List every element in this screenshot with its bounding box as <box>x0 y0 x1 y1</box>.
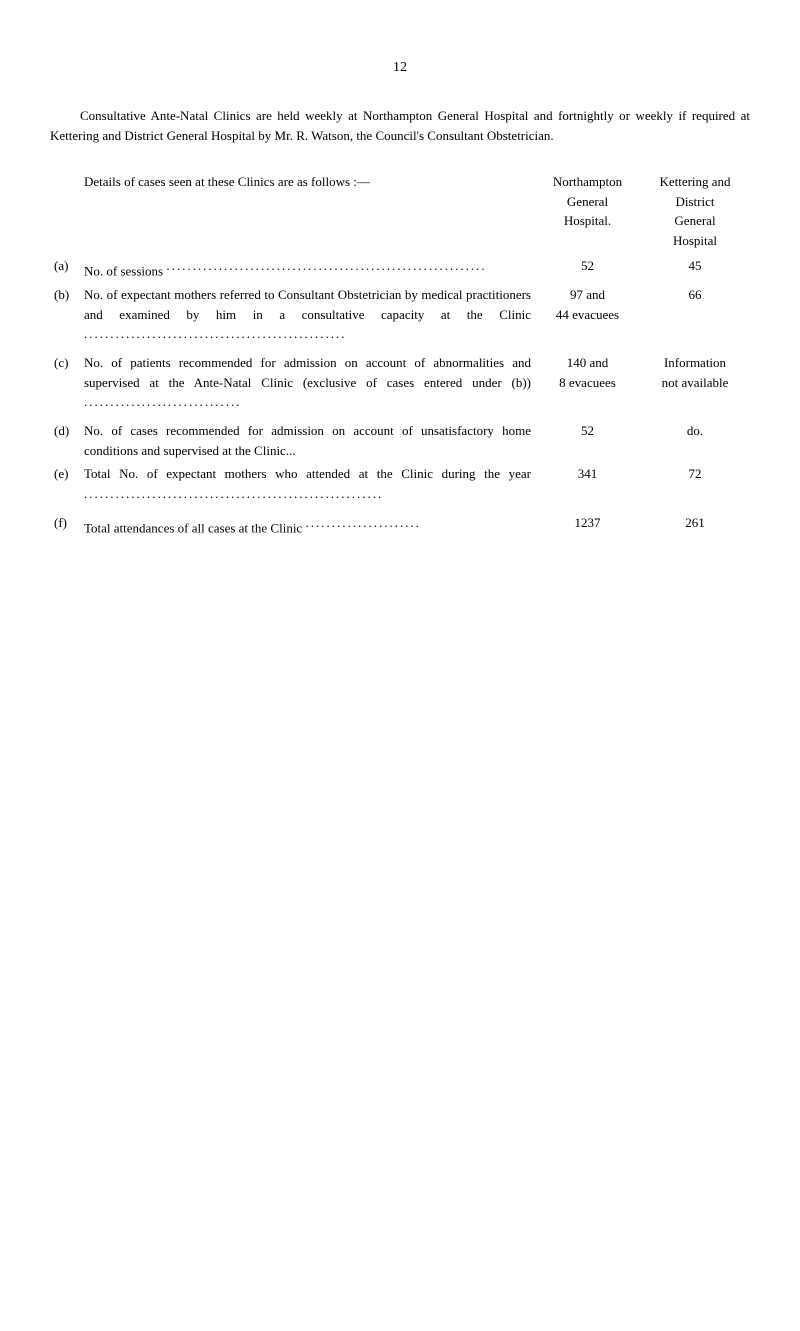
table-row: (b) No. of expectant mothers referred to… <box>50 283 750 351</box>
row-n: 97 and 44 evacuees <box>535 283 640 351</box>
table-row: (f) Total attendances of all cases at th… <box>50 511 750 540</box>
row-k: 261 <box>640 511 750 540</box>
intro-paragraph: Consultative Ante-Natal Clinics are held… <box>50 106 750 145</box>
header-col2-line1: Kettering and <box>659 174 730 189</box>
row-desc: No. of cases recommended for admission o… <box>80 419 535 462</box>
header-col1-line1: Northampton <box>553 174 622 189</box>
row-label: (f) <box>50 511 80 540</box>
row-label: (e) <box>50 462 80 511</box>
row-desc: No. of patients recommended for admissio… <box>80 351 535 419</box>
page-number: 12 <box>50 60 750 76</box>
details-table: Details of cases seen at these Clinics a… <box>50 170 750 540</box>
header-col2-line4: Hospital <box>673 233 717 248</box>
header-col2-line2: District <box>676 194 715 209</box>
table-row: (d) No. of cases recommended for admissi… <box>50 419 750 462</box>
row-desc: No. of expectant mothers referred to Con… <box>80 283 535 351</box>
table-row: (c) No. of patients recommended for admi… <box>50 351 750 419</box>
row-k: 72 <box>640 462 750 511</box>
header-col2-line3: General <box>674 213 715 228</box>
header-col1-line3: Hospital. <box>564 213 611 228</box>
row-k: 66 <box>640 283 750 351</box>
row-label: (c) <box>50 351 80 419</box>
row-dots: ........................................… <box>84 324 347 344</box>
row-n: 52 <box>535 254 640 283</box>
row-desc: Total attendances of all cases at the Cl… <box>80 511 535 540</box>
header-left: Details of cases seen at these Clinics a… <box>84 174 370 189</box>
row-dots: ...................... <box>305 513 421 533</box>
row-desc: Total No. of expectant mothers who atten… <box>80 462 535 511</box>
row-dots: .............................. <box>84 392 242 412</box>
row-k: Information not available <box>640 351 750 419</box>
row-k: do. <box>640 419 750 462</box>
row-label: (b) <box>50 283 80 351</box>
row-label: (a) <box>50 254 80 283</box>
table-row: (a) No. of sessions ....................… <box>50 254 750 283</box>
header-col1-line2: General <box>567 194 608 209</box>
row-n: 52 <box>535 419 640 462</box>
row-k: 45 <box>640 254 750 283</box>
row-n: 140 and 8 evacuees <box>535 351 640 419</box>
row-dots: ........................................… <box>166 256 486 276</box>
table-header-row: Details of cases seen at these Clinics a… <box>50 170 750 254</box>
row-n: 1237 <box>535 511 640 540</box>
row-dots: ........................................… <box>84 484 383 504</box>
row-n: 341 <box>535 462 640 511</box>
row-desc: No. of sessions <box>84 264 163 279</box>
row-label: (d) <box>50 419 80 462</box>
table-row: (e) Total No. of expectant mothers who a… <box>50 462 750 511</box>
